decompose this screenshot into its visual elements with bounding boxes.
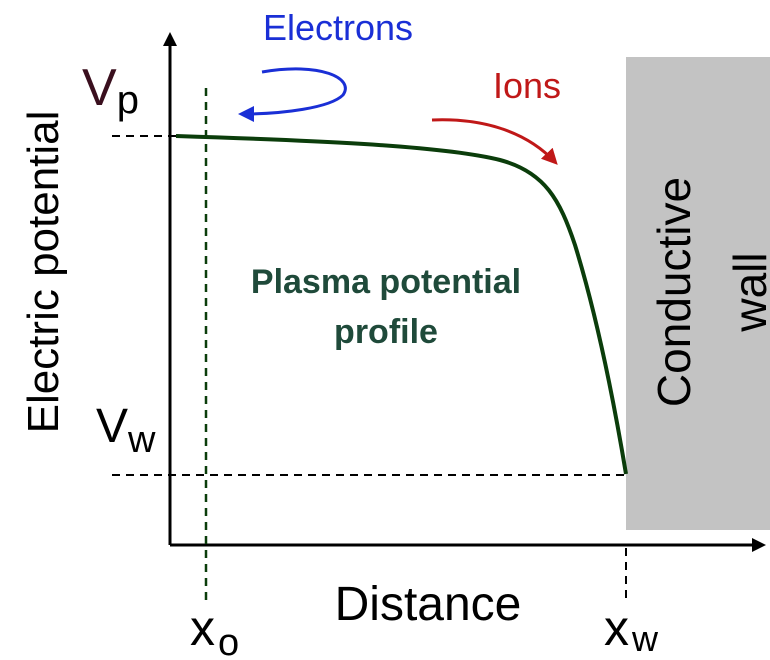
xw-subscript: w	[631, 618, 659, 659]
vw-label: Vw	[96, 400, 156, 461]
x-axis-label: Distance	[335, 578, 522, 631]
profile-label-line2: profile	[334, 313, 438, 351]
profile-label-line1: Plasma potential	[251, 263, 521, 301]
electrons-label: Electrons	[263, 7, 413, 48]
wall-label-line1: Conductive	[648, 177, 700, 407]
potential-profile-curve	[175, 134, 628, 475]
conductive-wall	[626, 57, 770, 530]
xw-label: xw	[604, 600, 659, 659]
vp-subscript: p	[117, 78, 139, 122]
y-axis-label: Electric potential	[19, 111, 68, 434]
xo-label: xo	[190, 600, 239, 660]
wall-label-line2: wall	[724, 252, 770, 332]
vw-subscript: w	[127, 419, 156, 461]
vp-label: Vp	[82, 59, 139, 122]
ions-arrow	[431, 118, 558, 165]
ions-label: Ions	[493, 65, 561, 106]
electrons-arrow	[238, 67, 347, 122]
xo-subscript: o	[218, 622, 239, 660]
